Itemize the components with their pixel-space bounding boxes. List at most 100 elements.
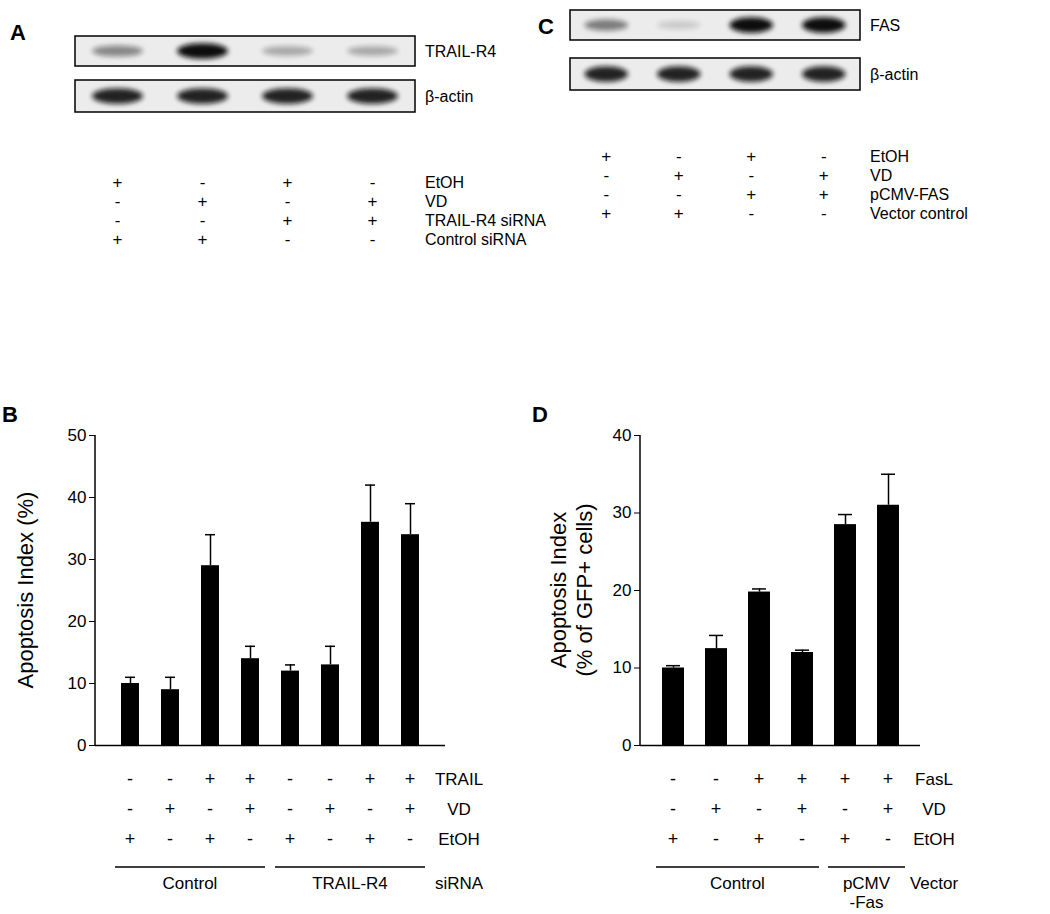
- svg-text:0: 0: [77, 736, 86, 755]
- svg-text:+: +: [746, 147, 756, 166]
- svg-text:+: +: [198, 230, 208, 249]
- svg-text:-: -: [370, 230, 376, 249]
- svg-text:+: +: [819, 166, 829, 185]
- svg-text:-: -: [247, 829, 253, 849]
- svg-text:-: -: [676, 147, 682, 166]
- svg-text:-: -: [676, 185, 682, 204]
- svg-text:-: -: [327, 829, 333, 849]
- svg-text:-: -: [285, 230, 291, 249]
- svg-text:TRAIL-R4 siRNA: TRAIL-R4 siRNA: [425, 212, 546, 229]
- svg-text:siRNA: siRNA: [435, 874, 484, 893]
- svg-text:Vector control: Vector control: [870, 205, 968, 222]
- svg-text:-: -: [670, 769, 676, 789]
- svg-text:+: +: [883, 799, 894, 819]
- svg-text:-: -: [756, 799, 762, 819]
- svg-text:Control: Control: [163, 874, 218, 893]
- svg-text:Control siRNA: Control siRNA: [425, 231, 527, 248]
- svg-text:+: +: [368, 192, 378, 211]
- svg-text:-: -: [603, 166, 609, 185]
- svg-text:-: -: [748, 204, 754, 223]
- svg-text:EtOH: EtOH: [913, 830, 955, 849]
- svg-text:+: +: [365, 769, 376, 789]
- svg-text:+: +: [283, 211, 293, 230]
- svg-text:10: 10: [68, 674, 87, 693]
- svg-text:+: +: [746, 185, 756, 204]
- svg-text:-: -: [115, 192, 121, 211]
- svg-text:+: +: [674, 204, 684, 223]
- svg-text:TRAIL-R4: TRAIL-R4: [312, 874, 388, 893]
- svg-text:+: +: [840, 829, 851, 849]
- svg-text:+: +: [754, 829, 765, 849]
- svg-text:20: 20: [613, 581, 632, 600]
- svg-text:+: +: [205, 829, 216, 849]
- svg-text:-: -: [370, 173, 376, 192]
- svg-text:-: -: [603, 185, 609, 204]
- svg-text:+: +: [245, 799, 256, 819]
- svg-text:+: +: [674, 166, 684, 185]
- svg-text:+: +: [405, 799, 416, 819]
- svg-text:+: +: [601, 147, 611, 166]
- svg-text:VD: VD: [922, 800, 946, 819]
- svg-text:-: -: [327, 769, 333, 789]
- svg-text:-: -: [748, 166, 754, 185]
- svg-text:β-actin: β-actin: [870, 66, 918, 83]
- svg-text:+: +: [245, 769, 256, 789]
- svg-text:A: A: [10, 20, 26, 45]
- svg-text:-: -: [127, 799, 133, 819]
- svg-text:+: +: [840, 769, 851, 789]
- svg-text:30: 30: [68, 550, 87, 569]
- svg-text:Apoptosis Index(% of GFP+ cell: Apoptosis Index(% of GFP+ cells): [546, 504, 597, 677]
- svg-text:-: -: [115, 211, 121, 230]
- svg-text:50: 50: [68, 426, 87, 445]
- svg-text:+: +: [125, 829, 136, 849]
- svg-text:FAS: FAS: [870, 17, 900, 34]
- svg-text:Control: Control: [710, 874, 765, 893]
- svg-text:30: 30: [613, 503, 632, 522]
- svg-text:C: C: [538, 14, 554, 39]
- svg-text:-: -: [821, 147, 827, 166]
- svg-text:+: +: [711, 799, 722, 819]
- svg-text:+: +: [205, 769, 216, 789]
- svg-text:+: +: [797, 799, 808, 819]
- svg-text:EtOH: EtOH: [425, 174, 464, 191]
- svg-text:FasL: FasL: [915, 770, 953, 789]
- svg-text:-: -: [207, 799, 213, 819]
- svg-text:+: +: [668, 829, 679, 849]
- svg-text:-: -: [842, 799, 848, 819]
- svg-text:20: 20: [68, 612, 87, 631]
- svg-text:40: 40: [613, 426, 632, 445]
- svg-text:+: +: [797, 769, 808, 789]
- svg-text:EtOH: EtOH: [438, 830, 480, 849]
- svg-text:+: +: [113, 230, 123, 249]
- svg-text:-: -: [167, 769, 173, 789]
- svg-text:EtOH: EtOH: [870, 148, 909, 165]
- svg-text:pCMV-FAS: pCMV-FAS: [870, 186, 949, 203]
- svg-text:-: -: [670, 799, 676, 819]
- svg-text:-: -: [821, 204, 827, 223]
- svg-text:-: -: [713, 829, 719, 849]
- svg-text:-: -: [885, 829, 891, 849]
- svg-text:-: -: [799, 829, 805, 849]
- svg-text:-: -: [287, 769, 293, 789]
- svg-text:TRAIL-R4: TRAIL-R4: [425, 43, 496, 60]
- svg-text:+: +: [165, 799, 176, 819]
- svg-text:-: -: [287, 799, 293, 819]
- svg-text:+: +: [285, 829, 296, 849]
- svg-text:+: +: [368, 211, 378, 230]
- svg-text:+: +: [325, 799, 336, 819]
- svg-text:-: -: [713, 769, 719, 789]
- svg-text:β-actin: β-actin: [425, 88, 473, 105]
- svg-text:-: -: [285, 192, 291, 211]
- svg-text:VD: VD: [870, 167, 892, 184]
- svg-text:-: -: [200, 211, 206, 230]
- svg-text:-: -: [167, 829, 173, 849]
- svg-text:VD: VD: [447, 800, 471, 819]
- svg-text:B: B: [2, 402, 18, 427]
- svg-text:0: 0: [622, 736, 631, 755]
- svg-text:Apoptosis Index (%): Apoptosis Index (%): [13, 492, 38, 689]
- svg-text:10: 10: [613, 658, 632, 677]
- svg-text:+: +: [113, 173, 123, 192]
- svg-text:VD: VD: [425, 193, 447, 210]
- svg-text:+: +: [198, 192, 208, 211]
- svg-text:-: -: [200, 173, 206, 192]
